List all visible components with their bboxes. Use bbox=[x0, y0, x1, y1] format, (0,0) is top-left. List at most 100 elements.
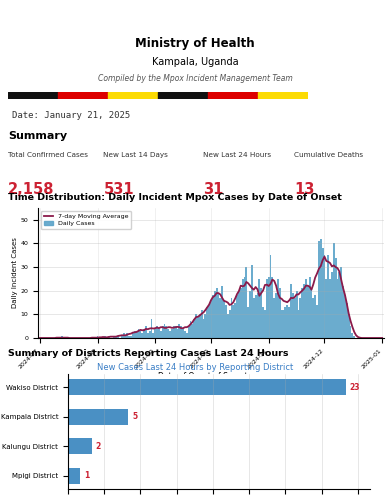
Bar bbox=[342, 286, 344, 338]
Bar bbox=[154, 329, 156, 338]
Bar bbox=[251, 265, 253, 338]
Text: National Mpox Situation Report: National Mpox Situation Report bbox=[8, 7, 229, 20]
Bar bbox=[262, 307, 264, 338]
Bar bbox=[351, 333, 353, 338]
Text: 23: 23 bbox=[349, 383, 360, 392]
Bar bbox=[182, 329, 184, 338]
Bar bbox=[283, 310, 284, 338]
Bar bbox=[292, 293, 294, 338]
Bar bbox=[208, 92, 258, 99]
Bar bbox=[58, 92, 108, 99]
Bar bbox=[199, 315, 201, 338]
Bar bbox=[349, 326, 351, 338]
Bar bbox=[68, 409, 128, 425]
Bar bbox=[271, 276, 273, 338]
Bar bbox=[145, 326, 147, 338]
Bar bbox=[188, 326, 190, 338]
Bar bbox=[223, 300, 225, 338]
Bar bbox=[152, 333, 154, 338]
Bar bbox=[68, 438, 92, 454]
Bar bbox=[68, 468, 80, 484]
Bar bbox=[286, 305, 288, 338]
Text: Compiled by the Mpox Incident Management Team: Compiled by the Mpox Incident Management… bbox=[98, 74, 292, 83]
Bar bbox=[197, 317, 199, 338]
Bar bbox=[290, 284, 292, 338]
Bar bbox=[259, 279, 260, 338]
Bar bbox=[169, 331, 171, 338]
Bar bbox=[68, 379, 346, 396]
Bar bbox=[218, 293, 219, 338]
Bar bbox=[300, 298, 301, 338]
Bar bbox=[296, 291, 298, 338]
Bar bbox=[253, 298, 255, 338]
Bar bbox=[130, 335, 132, 338]
Bar bbox=[238, 291, 240, 338]
Bar bbox=[242, 279, 243, 338]
Bar bbox=[318, 241, 320, 338]
Bar bbox=[175, 326, 177, 338]
Bar bbox=[113, 335, 115, 338]
Bar bbox=[219, 298, 221, 338]
Text: 1: 1 bbox=[84, 471, 89, 480]
Bar bbox=[266, 279, 268, 338]
Bar bbox=[208, 305, 210, 338]
Bar bbox=[227, 315, 229, 338]
Bar bbox=[134, 331, 136, 338]
Bar bbox=[165, 326, 167, 338]
Bar bbox=[234, 303, 236, 338]
Bar bbox=[281, 310, 283, 338]
Bar bbox=[128, 335, 130, 338]
Text: New Last 24 Hours: New Last 24 Hours bbox=[203, 152, 271, 158]
Bar bbox=[158, 329, 160, 338]
X-axis label: Date of Onset of Symptoms: Date of Onset of Symptoms bbox=[158, 372, 264, 381]
Text: 13: 13 bbox=[294, 182, 315, 197]
Bar bbox=[320, 239, 322, 338]
Bar bbox=[305, 279, 307, 338]
Bar bbox=[308, 276, 310, 338]
Bar bbox=[151, 319, 152, 338]
Legend: 7-day Moving Average, Daily Cases: 7-day Moving Average, Daily Cases bbox=[41, 211, 131, 229]
Bar bbox=[184, 331, 186, 338]
Text: New Last 14 Days: New Last 14 Days bbox=[103, 152, 168, 158]
Bar bbox=[310, 288, 312, 338]
Bar bbox=[236, 295, 238, 338]
Bar bbox=[247, 307, 249, 338]
Text: New Cases Last 24 Hours by Reporting District: New Cases Last 24 Hours by Reporting Dis… bbox=[97, 362, 293, 371]
Bar bbox=[294, 298, 296, 338]
Bar bbox=[353, 335, 355, 338]
Bar bbox=[249, 291, 251, 338]
Bar bbox=[212, 295, 214, 338]
Bar bbox=[275, 293, 277, 338]
Y-axis label: Daily Incident Cases: Daily Incident Cases bbox=[12, 238, 18, 309]
Bar bbox=[121, 335, 122, 338]
Bar bbox=[179, 324, 180, 338]
Bar bbox=[104, 335, 106, 338]
Bar bbox=[149, 331, 151, 338]
Bar bbox=[201, 310, 203, 338]
Bar bbox=[139, 331, 141, 338]
Bar bbox=[303, 284, 305, 338]
Bar bbox=[243, 276, 245, 338]
Bar bbox=[97, 335, 98, 338]
Text: Sitrep: Sitrep bbox=[353, 9, 382, 19]
Bar bbox=[126, 333, 128, 338]
Bar bbox=[143, 329, 145, 338]
Bar bbox=[216, 288, 218, 338]
Bar bbox=[138, 329, 139, 338]
Bar bbox=[214, 291, 216, 338]
Bar bbox=[171, 329, 173, 338]
Bar bbox=[147, 333, 149, 338]
Text: Summary: Summary bbox=[8, 131, 67, 141]
Bar bbox=[335, 257, 337, 338]
Bar bbox=[346, 303, 348, 338]
Bar bbox=[160, 331, 162, 338]
Bar bbox=[221, 286, 223, 338]
Bar bbox=[344, 295, 346, 338]
Bar bbox=[173, 326, 175, 338]
Bar bbox=[348, 315, 349, 338]
Bar bbox=[325, 279, 327, 338]
Bar bbox=[260, 288, 262, 338]
Bar bbox=[132, 333, 134, 338]
Bar bbox=[117, 335, 119, 338]
Text: Date: January 21, 2025: Date: January 21, 2025 bbox=[12, 110, 130, 119]
